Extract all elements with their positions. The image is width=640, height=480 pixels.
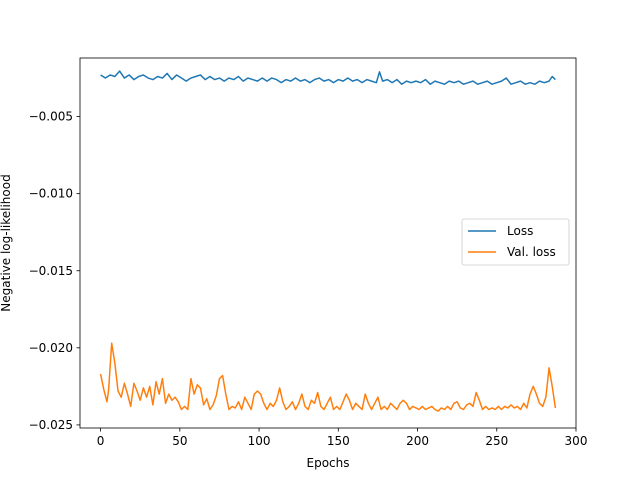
y-tick-label: −0.005 bbox=[29, 110, 73, 124]
legend: Loss Val. loss bbox=[461, 218, 570, 266]
legend-label-loss: Loss bbox=[507, 224, 533, 238]
y-tick-label: −0.020 bbox=[29, 341, 73, 355]
y-axis-label: Negative log-likelihood bbox=[0, 174, 13, 311]
x-axis: 0 50 100 150 200 250 300 bbox=[97, 428, 588, 448]
x-tick-label: 0 bbox=[97, 434, 105, 448]
series-line-val-loss bbox=[99, 342, 557, 412]
x-axis-label: Epochs bbox=[307, 456, 350, 470]
y-tick-label: −0.010 bbox=[29, 187, 73, 201]
x-tick-label: 200 bbox=[406, 434, 429, 448]
y-axis: −0.025 −0.020 −0.015 −0.010 −0.005 bbox=[29, 110, 80, 432]
x-tick-label: 250 bbox=[485, 434, 508, 448]
plot-frame bbox=[79, 57, 577, 429]
y-tick-label: −0.025 bbox=[29, 418, 73, 432]
series-lines bbox=[99, 70, 557, 412]
x-tick-label: 150 bbox=[327, 434, 350, 448]
x-tick-label: 50 bbox=[172, 434, 187, 448]
legend-label-val-loss: Val. loss bbox=[507, 245, 556, 259]
x-tick-label: 100 bbox=[248, 434, 271, 448]
series-line-loss bbox=[100, 70, 556, 85]
x-tick-label: 300 bbox=[565, 434, 588, 448]
y-tick-label: −0.015 bbox=[29, 264, 73, 278]
